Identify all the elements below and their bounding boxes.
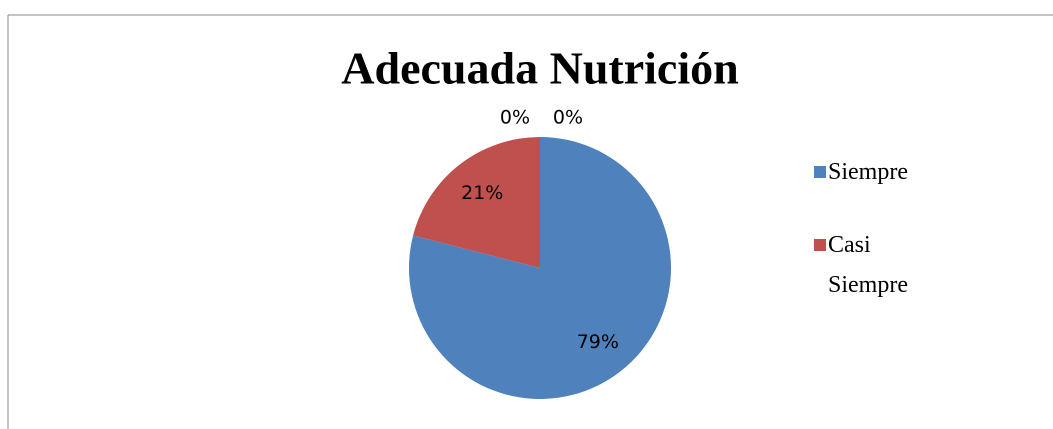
pie-slice	[413, 137, 540, 268]
legend-label: Siempre	[828, 159, 908, 185]
chart-title: Adecuada Nutrición	[341, 43, 738, 94]
data-label: 21%	[461, 182, 503, 204]
legend-swatch	[814, 166, 826, 178]
data-label: 0%	[500, 107, 530, 129]
data-label: 0%	[553, 107, 583, 129]
data-label: 79%	[577, 331, 619, 353]
legend-label: Casi Siempre	[828, 232, 908, 298]
legend-swatch	[814, 239, 826, 251]
